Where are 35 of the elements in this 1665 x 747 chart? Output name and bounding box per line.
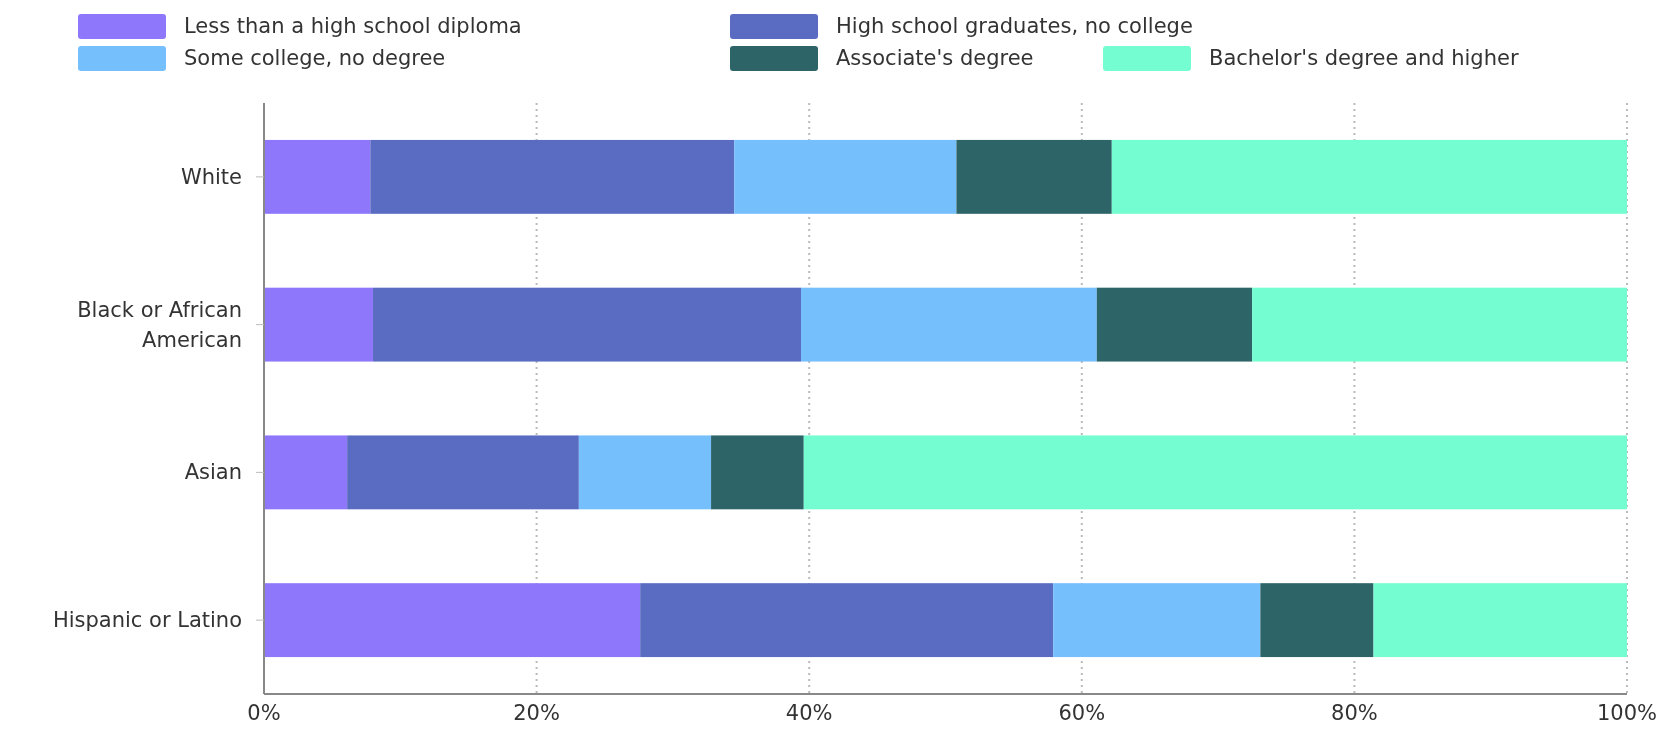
bar: [1096, 287, 1253, 362]
bar: [1252, 287, 1628, 362]
y-tick-label: Hispanic or Latino: [52, 608, 242, 633]
legend-label: Less than a high school diploma: [184, 14, 522, 38]
bar: [370, 139, 735, 214]
bar: [347, 435, 579, 510]
y-tick-label: Black or African American: [77, 297, 242, 352]
legend-label: Bachelor's degree and higher: [1209, 46, 1519, 70]
legend-label: High school graduates, no college: [836, 14, 1193, 38]
bar: [640, 583, 1054, 658]
bar: [711, 435, 804, 510]
bar: [373, 287, 802, 362]
x-tick-label: 80%: [1331, 701, 1378, 725]
legend-label: Some college, no degree: [184, 46, 446, 70]
bar: [578, 435, 712, 510]
bar: [1111, 139, 1627, 214]
bar: [264, 139, 371, 214]
y-tick-label: White: [180, 164, 242, 189]
y-tick-label: Asian: [184, 460, 242, 485]
bar: [734, 139, 957, 214]
bar: [1260, 583, 1374, 658]
x-tick-label: 60%: [1058, 701, 1106, 725]
legend-label: Associate's degree: [836, 46, 1034, 70]
bar: [264, 287, 374, 362]
x-tick-label: 40%: [785, 701, 833, 725]
bar: [1053, 583, 1261, 658]
bar: [264, 435, 348, 510]
x-tick-label: 100%: [1596, 701, 1658, 725]
bar: [956, 139, 1112, 214]
bar: [801, 287, 1097, 362]
bar: [264, 583, 641, 658]
x-tick-label: 20%: [513, 701, 560, 725]
bar: [1373, 583, 1627, 658]
bar: [803, 435, 1627, 510]
x-tick-label: 0%: [247, 701, 281, 725]
